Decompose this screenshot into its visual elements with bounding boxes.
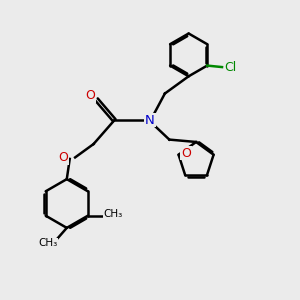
Text: CH₃: CH₃ (38, 238, 58, 248)
Text: N: N (145, 114, 155, 127)
Text: O: O (58, 151, 68, 164)
Text: O: O (85, 89, 95, 102)
Text: Cl: Cl (224, 61, 236, 74)
Text: O: O (181, 147, 191, 160)
Text: CH₃: CH₃ (103, 209, 123, 219)
